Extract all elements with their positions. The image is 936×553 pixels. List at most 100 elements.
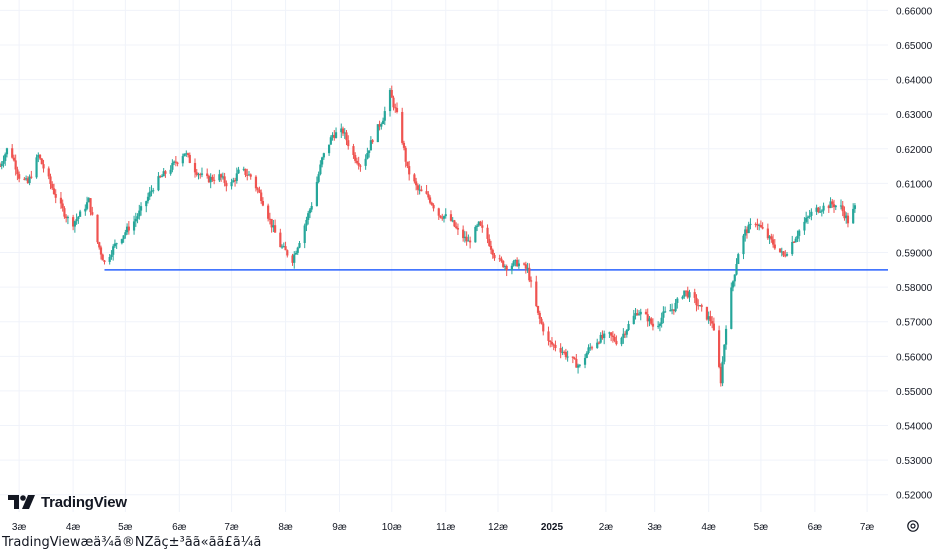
candle-body	[343, 132, 346, 134]
candle-up	[200, 167, 204, 178]
candle-body	[173, 161, 176, 163]
candle-up	[0, 161, 3, 170]
candle-up	[818, 206, 822, 213]
candle-down	[469, 236, 472, 249]
candle-body	[354, 154, 357, 161]
candle-up	[2, 155, 5, 168]
candle-body	[268, 218, 271, 220]
candle-body	[514, 259, 517, 262]
candle-down	[267, 203, 270, 222]
candle-body	[233, 180, 237, 182]
candle-down	[439, 215, 442, 219]
candle-down	[771, 234, 775, 248]
y-tick-label: 0.63000	[896, 110, 933, 121]
candle-body	[359, 165, 362, 167]
candle-body	[164, 171, 167, 174]
candle-down	[573, 356, 576, 360]
candle-body	[670, 309, 674, 311]
candle-up	[749, 218, 752, 230]
candle-down	[827, 204, 830, 213]
candle-up	[820, 209, 823, 217]
candle-up	[247, 171, 251, 176]
candle-down	[176, 161, 179, 167]
candle-body	[486, 227, 489, 239]
candle-body	[718, 330, 721, 367]
candle-body	[451, 220, 454, 222]
candle-down	[352, 143, 355, 159]
candle-body	[806, 216, 810, 218]
candle-down	[96, 214, 99, 244]
candle-body	[127, 226, 130, 231]
candle-body	[84, 208, 87, 212]
candle-body	[731, 281, 735, 288]
candle-body	[380, 123, 383, 127]
candle-body	[197, 174, 200, 176]
candle-down	[456, 223, 460, 236]
candle-down	[843, 206, 846, 221]
candle-down	[564, 348, 567, 360]
price-chart[interactable]: 0.52000 0.53000 0.54000 0.55000 0.56000 0.570…	[0, 0, 936, 536]
candle-body	[66, 217, 70, 219]
candle-body	[669, 310, 672, 312]
candle-up	[780, 247, 783, 257]
candle-body	[550, 342, 554, 345]
candle-body	[132, 221, 136, 231]
candle-up	[670, 303, 674, 315]
candle-body	[542, 323, 545, 332]
candle-down	[30, 170, 33, 179]
candle-down	[636, 309, 639, 316]
candle-body	[529, 280, 533, 282]
candle-up	[113, 239, 117, 248]
candle-down	[164, 170, 167, 178]
candle-body	[124, 232, 127, 236]
candle-body	[782, 251, 785, 256]
candle-down	[773, 239, 776, 250]
y-tick-label: 0.53000	[896, 456, 933, 467]
candle-down	[575, 354, 578, 368]
candle-body	[528, 267, 531, 281]
candle-body	[674, 302, 677, 312]
candle-up	[146, 192, 150, 204]
candle-body	[721, 361, 724, 384]
candle-body	[517, 263, 520, 267]
candle-body	[639, 311, 642, 315]
gear-icon[interactable]	[905, 518, 921, 534]
candle-up	[822, 202, 825, 214]
candle-up	[723, 344, 726, 365]
candle-up	[674, 298, 677, 313]
candle-body	[258, 189, 261, 193]
candle-down	[428, 195, 432, 205]
candle-up	[768, 235, 771, 245]
candle-up	[334, 127, 338, 139]
candle-up	[181, 153, 184, 167]
candle-down	[38, 154, 42, 160]
candle-down	[26, 176, 29, 184]
candle-up	[731, 280, 735, 292]
candle-up	[296, 246, 299, 255]
candle-body	[113, 243, 117, 247]
candle-body	[371, 140, 374, 143]
candle-body	[148, 191, 151, 197]
candle-body	[502, 260, 505, 267]
candle-down	[223, 172, 226, 187]
x-tick-label: 12æ	[488, 522, 508, 533]
candle-body	[469, 240, 472, 243]
candle-up	[526, 262, 529, 273]
candle-up	[321, 156, 324, 168]
candle-body	[381, 120, 385, 124]
candle-body	[368, 150, 371, 154]
candle-body	[415, 181, 418, 186]
tradingview-logo[interactable]: TradingView	[8, 492, 127, 512]
candle-body	[651, 323, 655, 327]
candle-body	[827, 205, 830, 209]
candle-body	[404, 147, 407, 162]
candle-down	[11, 144, 14, 159]
candle-up	[218, 169, 221, 183]
chart-canvas[interactable]: 0.52000 0.53000 0.54000 0.55000 0.56000 0.570…	[0, 0, 936, 536]
candle-body	[474, 226, 477, 243]
candle-down	[347, 135, 350, 150]
y-tick-label: 0.65000	[896, 41, 933, 52]
candle-down	[0, 162, 2, 168]
candle-body	[18, 174, 21, 179]
candle-up	[150, 185, 153, 197]
